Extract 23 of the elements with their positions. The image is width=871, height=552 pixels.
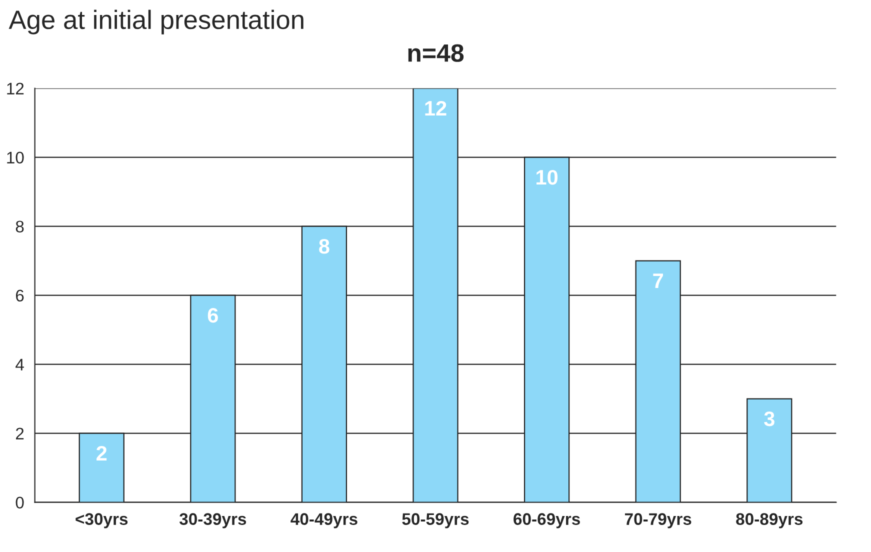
chart-title: Age at initial presentation	[8, 10, 304, 34]
data-label: 2	[96, 446, 107, 460]
data-label: 12	[425, 100, 446, 116]
x-tick-label: 30-39yrs	[179, 513, 246, 528]
data-label: 7	[653, 274, 663, 288]
data-label: 10	[536, 170, 558, 185]
y-tick-label: 12	[7, 82, 24, 94]
x-tick-label: 80-89yrs	[736, 513, 803, 528]
y-tick-label: 2	[16, 428, 24, 440]
y-tick-label: 8	[16, 220, 24, 233]
chart-subtitle: n=48	[408, 44, 464, 62]
y-tick-label: 4	[16, 358, 24, 370]
x-tick-label: 70-79yrs	[624, 513, 692, 528]
data-label: 6	[208, 308, 218, 323]
data-label: 8	[319, 238, 330, 254]
x-tick-label: 40-49yrs	[290, 513, 358, 528]
x-tick-label: 50-59yrs	[402, 513, 469, 528]
y-tick-label: 10	[7, 152, 24, 164]
y-tick-label: 0	[16, 496, 24, 509]
x-tick-label: <30yrs	[76, 513, 128, 528]
data-label: 3	[764, 411, 774, 426]
x-tick-label: 60-69yrs	[514, 513, 580, 528]
y-tick-label: 6	[16, 290, 24, 302]
